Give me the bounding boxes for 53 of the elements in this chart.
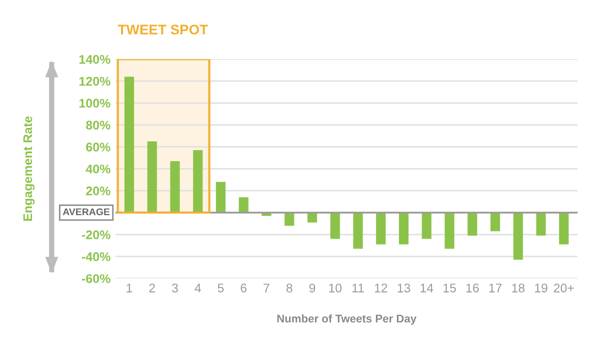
x-tick-label: 12 [374, 284, 388, 292]
y-tick-label: -20% [82, 230, 110, 240]
x-tick-label: 14 [420, 284, 434, 292]
x-tick-label: 2 [149, 284, 155, 292]
bar [284, 212, 294, 226]
x-tick-label: 9 [309, 284, 316, 292]
x-tick-label: 16 [466, 284, 479, 292]
x-tick-label: 11 [352, 284, 364, 292]
band-label: TWEET SPOT [118, 24, 208, 34]
y-tick-label: 120% [79, 76, 110, 86]
y-tick-label: -40% [82, 252, 110, 262]
bar [468, 212, 478, 236]
x-tick-label: 6 [240, 284, 247, 292]
bar [307, 212, 318, 222]
x-tick-label: 19 [535, 284, 548, 292]
y-tick-label: 60% [86, 142, 110, 152]
bar [124, 76, 134, 213]
bar [444, 212, 454, 249]
bar [422, 212, 432, 239]
bar [216, 182, 226, 213]
x-tick-label: 1 [126, 284, 132, 292]
x-tick-label: 20+ [554, 284, 574, 292]
y-tick-label: -60% [82, 274, 110, 284]
bar [353, 212, 363, 249]
x-tick-label: 7 [264, 284, 270, 292]
ref-line-label: AVERAGE [62, 208, 110, 216]
y-tick-label: 40% [86, 164, 110, 174]
x-tick-label: 8 [286, 284, 292, 292]
x-tick-label: 13 [398, 284, 410, 292]
bar [559, 212, 569, 244]
bar [536, 212, 546, 236]
x-tick-label: 5 [218, 284, 224, 292]
x-tick-label: 18 [512, 284, 525, 292]
x-tick-label: 17 [489, 284, 502, 292]
bar [170, 161, 180, 213]
y-tick-label: 20% [86, 186, 110, 196]
x-tick-label: 15 [444, 284, 456, 292]
bar [147, 141, 157, 213]
x-axis-title: Number of Tweets Per Day [277, 314, 416, 325]
bar [513, 212, 523, 260]
y-tick-label: 140% [79, 54, 110, 64]
x-tick-label: 10 [329, 284, 342, 292]
bar [330, 212, 340, 239]
y-tick-label: 80% [86, 120, 110, 130]
bar [376, 212, 386, 244]
bar [193, 150, 203, 213]
bar [238, 197, 248, 213]
x-tick-label: 4 [194, 284, 201, 292]
y-tick-label: 100% [79, 98, 110, 108]
bar [398, 212, 409, 244]
y-axis-title: Engagement Rate [23, 116, 35, 221]
bar [490, 212, 500, 232]
x-tick-label: 3 [172, 284, 178, 292]
